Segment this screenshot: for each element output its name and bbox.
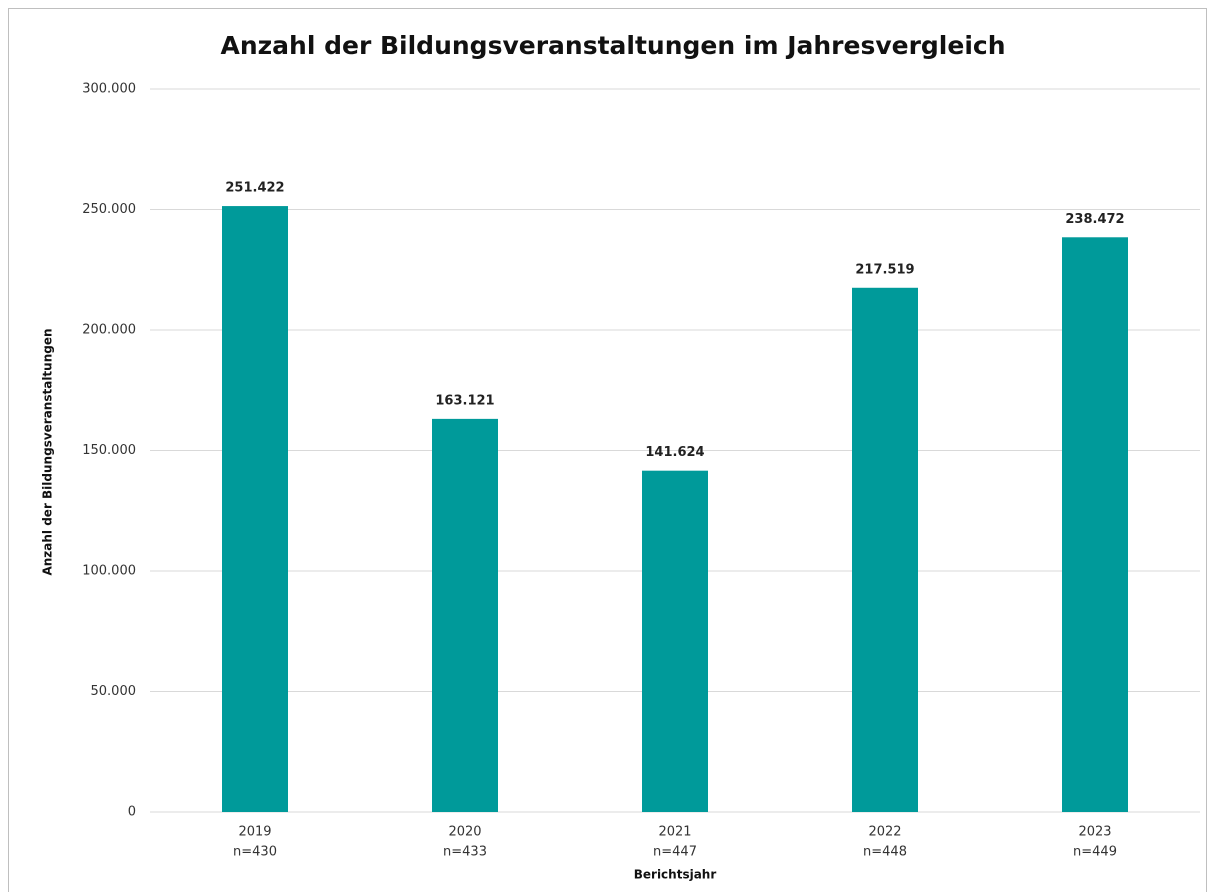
y-tick-label: 100.000 [82,564,136,579]
y-tick-label: 50.000 [91,684,137,699]
y-tick-label: 200.000 [82,323,136,338]
x-tick-label: 2021 [658,825,691,840]
y-tick-label: 0 [128,805,136,820]
x-tick-note: n=449 [1073,845,1117,860]
data-label: 251.422 [225,181,284,196]
data-label: 238.472 [1065,212,1124,227]
x-tick-note: n=447 [653,845,697,860]
x-tick-note: n=430 [233,845,277,860]
x-tick-label: 2019 [238,825,271,840]
x-tick-note: n=433 [443,845,487,860]
bar [642,470,708,812]
x-tick-label: 2023 [1078,825,1111,840]
data-label: 163.121 [435,393,494,408]
chart-title: Anzahl der Bildungsveranstaltungen im Ja… [220,31,1005,60]
bar [432,418,498,812]
data-label: 217.519 [855,262,914,277]
y-axis-title: Anzahl der Bildungsveranstaltungen [41,328,55,575]
y-tick-label: 300.000 [82,82,136,97]
bar [1062,237,1128,813]
x-tick-label: 2020 [448,825,481,840]
bar [852,287,918,813]
data-label: 141.624 [645,445,704,460]
bar [222,206,288,812]
x-tick-note: n=448 [863,845,907,860]
x-axis-title: Berichtsjahr [634,868,717,882]
y-tick-label: 250.000 [82,202,136,217]
y-tick-label: 150.000 [82,443,136,458]
x-tick-label: 2022 [868,825,901,840]
